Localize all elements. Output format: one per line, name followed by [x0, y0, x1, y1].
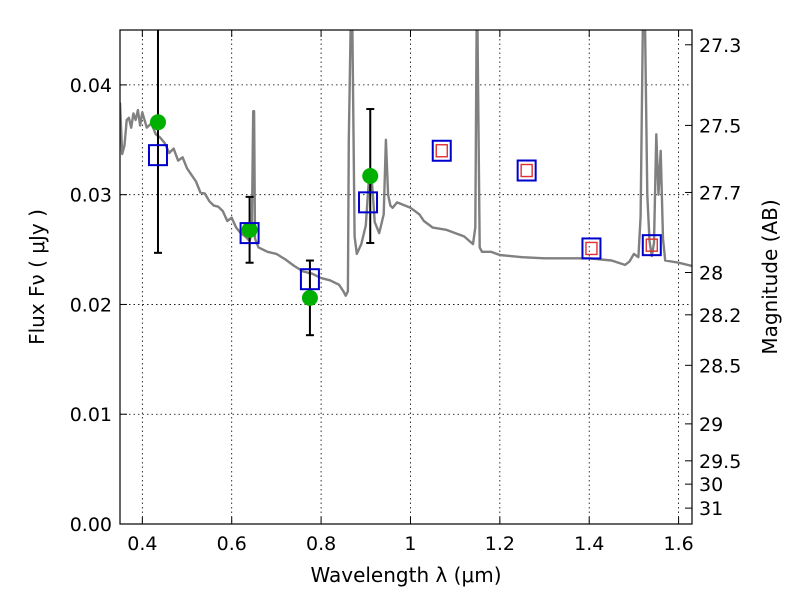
x-tick-label: 0.6	[217, 533, 247, 555]
model-point	[299, 268, 320, 291]
predicted-point	[645, 238, 658, 252]
right-tick-label: 27.3	[699, 35, 741, 57]
y-tick-label: 0.02	[70, 294, 112, 316]
model-points	[147, 139, 662, 291]
predicted-points	[435, 144, 658, 256]
predicted-point	[585, 241, 598, 256]
x-tick-label: 0.8	[306, 533, 336, 555]
x-tick-label: 1.6	[663, 533, 693, 555]
x-tick-label: 1.2	[485, 533, 515, 555]
y-axis-ticks: 0.00 0.01 0.02 0.03 0.04	[70, 75, 127, 536]
right-tick-label: 27.7	[699, 182, 741, 204]
plot-frame	[119, 29, 693, 525]
y-tick-label: 0.03	[70, 185, 112, 207]
observed-point	[149, 114, 166, 131]
y-tick-label: 0.00	[70, 514, 112, 536]
model-point	[431, 139, 452, 162]
model-point	[641, 234, 662, 257]
x-tick-label: 0.4	[127, 533, 157, 555]
x-tick-label: 1.4	[574, 533, 604, 555]
model-point	[581, 237, 602, 260]
grid	[120, 30, 692, 524]
model-point	[239, 222, 260, 245]
predicted-point	[520, 163, 533, 178]
right-tick-label: 28	[699, 262, 723, 284]
sed-model-curve	[120, 30, 692, 297]
error-bars	[153, 30, 375, 337]
x-tick-label: 1	[404, 533, 416, 555]
model-point	[358, 191, 379, 214]
observed-point	[241, 221, 258, 238]
y-axis-label: Flux Fν ( μJy )	[25, 209, 49, 345]
right-tick-label: 30	[699, 474, 723, 496]
y-tick-label: 0.04	[70, 75, 112, 97]
right-tick-label: 28.2	[699, 305, 741, 327]
right-axis-label: Magnitude (AB)	[758, 199, 782, 354]
observed-point	[301, 289, 318, 306]
x-axis-ticks: 0.4 0.6 0.8 1 1.2 1.4 1.6	[127, 30, 694, 555]
right-tick-label: 27.5	[699, 115, 741, 137]
x-axis-label: Wavelength λ (μm)	[310, 563, 501, 587]
y-tick-label: 0.01	[70, 404, 112, 426]
predicted-point	[435, 144, 448, 158]
right-tick-label: 29.5	[699, 451, 741, 473]
model-point	[147, 144, 168, 167]
observed-point	[362, 168, 379, 185]
right-tick-label: 29	[699, 414, 723, 436]
model-point	[516, 159, 537, 182]
right-tick-label: 31	[699, 498, 723, 520]
observed-points	[149, 114, 379, 306]
right-tick-label: 28.5	[699, 355, 741, 377]
